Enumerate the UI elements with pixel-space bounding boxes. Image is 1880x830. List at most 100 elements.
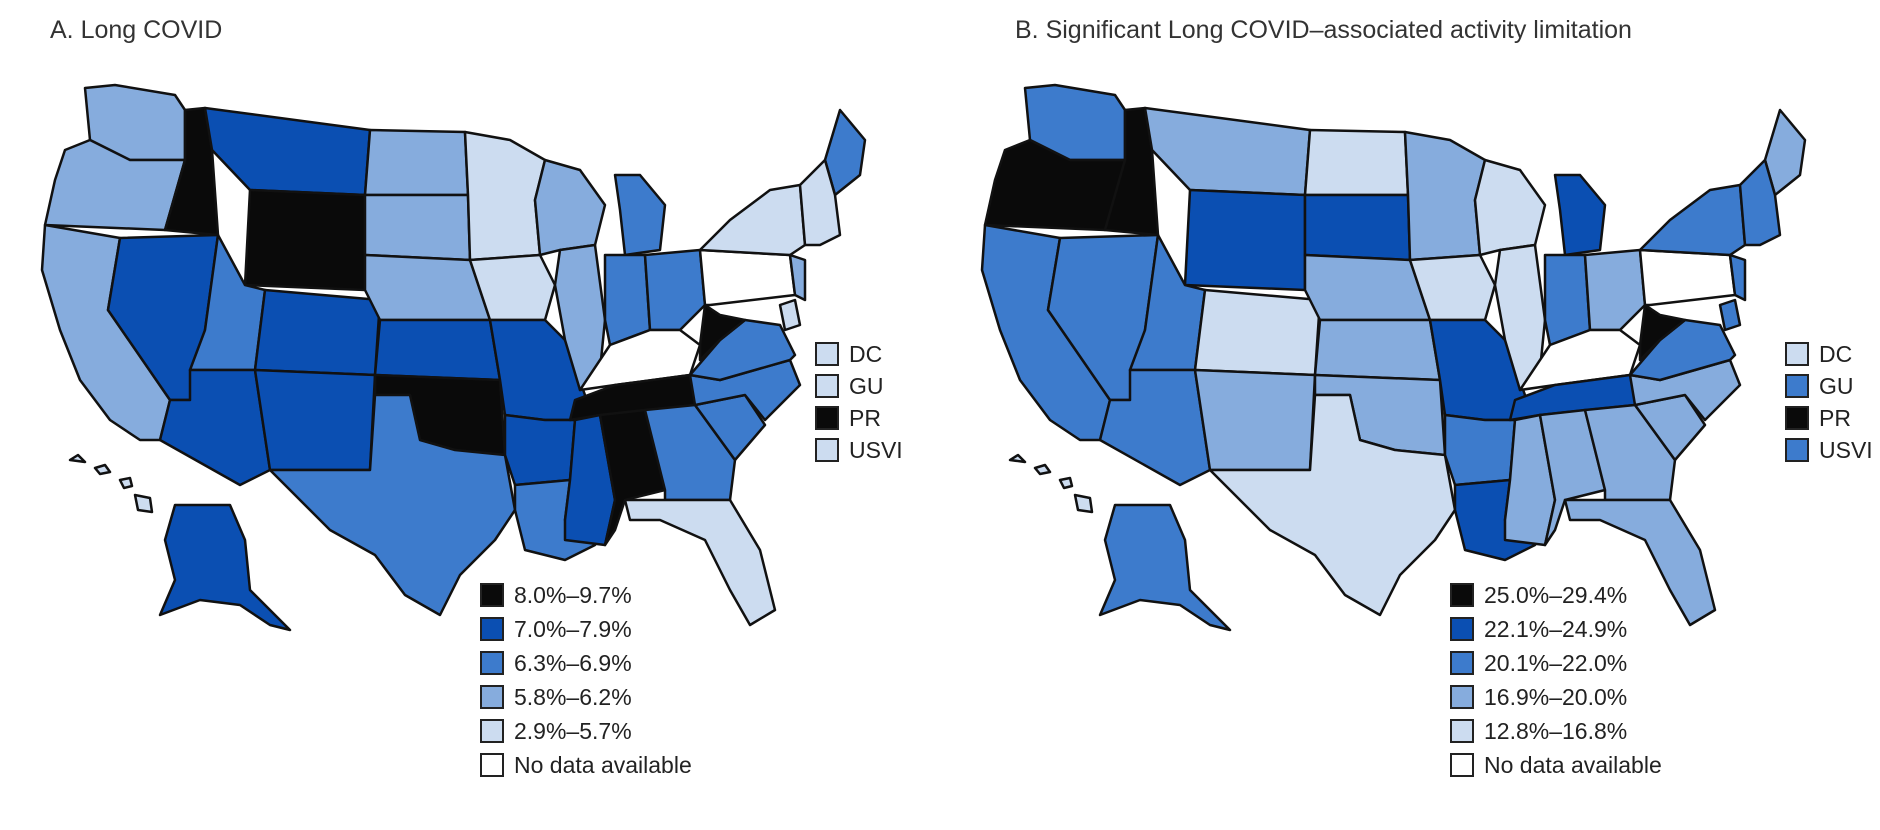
state-sd — [363, 193, 472, 262]
legend-label: 7.0%–7.9% — [514, 615, 632, 642]
color-legend: 8.0%–9.7% 7.0%–7.9% 6.3%–6.9% 5.8%–6.2% 2.9%… — [480, 578, 692, 782]
legend-item: 12.8%–16.8% — [1450, 714, 1662, 748]
state-ks — [1313, 318, 1442, 382]
legend-label: 22.1%–24.9% — [1484, 615, 1628, 642]
legend-item: 20.1%–22.0% — [1450, 646, 1662, 680]
state-ne-states — [1738, 158, 1782, 247]
state-fl — [1563, 498, 1717, 627]
legend-item: 2.9%–5.7% — [480, 714, 692, 748]
territory-label: GU — [849, 372, 884, 399]
legend-item: 5.8%–6.2% — [480, 680, 692, 714]
state-hi — [68, 453, 154, 514]
panel-title: A. Long COVID — [50, 16, 223, 44]
territory-label: GU — [1819, 372, 1854, 399]
legend-swatch — [1450, 651, 1474, 675]
state-ia — [468, 253, 557, 322]
state-pa — [698, 248, 797, 307]
territory-label: DC — [1819, 340, 1853, 367]
legend-label: No data available — [1484, 751, 1662, 778]
state-hi — [1008, 453, 1094, 514]
color-legend: 25.0%–29.4% 22.1%–24.9% 20.1%–22.0% 16.9%–2… — [1450, 578, 1662, 782]
state-wi — [533, 158, 607, 257]
legend-swatch — [1450, 685, 1474, 709]
state-mi — [1553, 173, 1607, 257]
state-wy — [1183, 188, 1307, 292]
territory-usvi: USVI — [815, 434, 903, 466]
state-nd — [363, 128, 470, 197]
legend-label: 8.0%–9.7% — [514, 581, 632, 608]
state-ny — [698, 183, 807, 257]
legend-item: 8.0%–9.7% — [480, 578, 692, 612]
legend-swatch — [480, 583, 504, 607]
legend-item: 6.3%–6.9% — [480, 646, 692, 680]
state-ny — [1638, 183, 1747, 257]
panel-title: B. Significant Long COVID–associated act… — [1015, 16, 1632, 44]
territory-swatch — [815, 342, 839, 366]
legend-label: 6.3%–6.9% — [514, 649, 632, 676]
territory-label: USVI — [849, 436, 903, 463]
state-mn — [1403, 130, 1487, 262]
state-pa — [1638, 248, 1737, 307]
territory-gu: GU — [815, 370, 903, 402]
territory-usvi: USVI — [1785, 434, 1873, 466]
legend-swatch — [480, 719, 504, 743]
territory-dc: DC — [815, 338, 903, 370]
state-ia — [1408, 253, 1497, 322]
state-ks — [373, 318, 502, 382]
state-mn — [463, 130, 547, 262]
legend-swatch — [1450, 617, 1474, 641]
state-oh — [1583, 248, 1647, 332]
territory-swatch — [1785, 342, 1809, 366]
legend-swatch — [1450, 583, 1474, 607]
territory-swatch — [815, 406, 839, 430]
state-wy — [243, 188, 367, 292]
territory-swatch — [815, 438, 839, 462]
legend-swatch — [1450, 753, 1474, 777]
state-ar — [503, 413, 577, 487]
territory-label: PR — [1819, 404, 1851, 431]
state-nm — [1193, 368, 1317, 472]
territory-pr: PR — [1785, 402, 1873, 434]
legend-swatch — [480, 685, 504, 709]
state-nj — [1728, 253, 1747, 302]
legend-label: No data available — [514, 751, 692, 778]
state-wi — [1473, 158, 1547, 257]
legend-item: No data available — [480, 748, 692, 782]
legend-label: 5.8%–6.2% — [514, 683, 632, 710]
state-nm — [253, 368, 377, 472]
state-delmar — [778, 298, 802, 332]
state-mi — [613, 173, 667, 257]
legend-item: No data available — [1450, 748, 1662, 782]
state-tx — [1208, 393, 1457, 617]
territory-swatch — [1785, 374, 1809, 398]
state-nd — [1303, 128, 1410, 197]
legend-label: 20.1%–22.0% — [1484, 649, 1628, 676]
state-or — [983, 138, 1127, 232]
legend-label: 12.8%–16.8% — [1484, 717, 1628, 744]
state-or — [43, 138, 187, 232]
territory-label: DC — [849, 340, 883, 367]
territory-swatch — [815, 374, 839, 398]
territory-dc: DC — [1785, 338, 1873, 370]
territory-label: USVI — [1819, 436, 1873, 463]
territory-label: PR — [849, 404, 881, 431]
us-choropleth-map — [980, 83, 1807, 632]
territory-gu: GU — [1785, 370, 1873, 402]
legend-label: 2.9%–5.7% — [514, 717, 632, 744]
state-nj — [788, 253, 807, 302]
state-mt — [1143, 106, 1312, 197]
state-delmar — [1718, 298, 1742, 332]
map-panel-activity-limitation: B. Significant Long COVID–associated act… — [940, 0, 1880, 830]
state-mt — [203, 106, 372, 197]
legend-swatch — [480, 753, 504, 777]
state-sd — [1303, 193, 1412, 262]
state-tx — [268, 393, 517, 617]
state-oh — [643, 248, 707, 332]
state-co — [1193, 288, 1322, 377]
territory-pr: PR — [815, 402, 903, 434]
legend-swatch — [480, 651, 504, 675]
state-me — [823, 108, 867, 197]
territories-legend: DC GU PR USVI — [1785, 338, 1873, 466]
legend-item: 7.0%–7.9% — [480, 612, 692, 646]
state-fl — [623, 498, 777, 627]
